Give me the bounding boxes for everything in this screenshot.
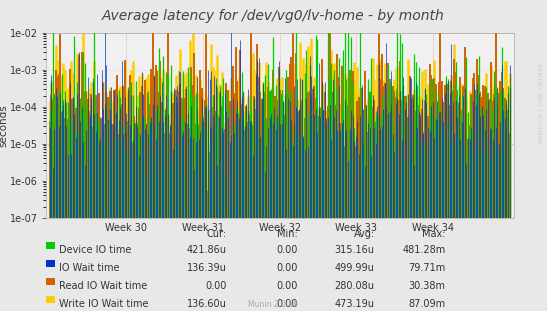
Text: 473.19u: 473.19u (335, 299, 375, 309)
Text: 421.86u: 421.86u (187, 245, 227, 255)
Text: Max:: Max: (422, 229, 446, 239)
Text: Write IO Wait time: Write IO Wait time (59, 299, 148, 309)
Text: Read IO Wait time: Read IO Wait time (59, 281, 147, 291)
Text: 136.39u: 136.39u (187, 263, 227, 273)
Text: RRDTOOL / TOBI OETIKER: RRDTOOL / TOBI OETIKER (538, 62, 543, 143)
Text: Avg:: Avg: (353, 229, 375, 239)
Text: 0.00: 0.00 (277, 263, 298, 273)
Text: 0.00: 0.00 (277, 281, 298, 291)
Text: IO Wait time: IO Wait time (59, 263, 119, 273)
Text: Device IO time: Device IO time (59, 245, 131, 255)
Text: Munin 2.0.56: Munin 2.0.56 (248, 300, 299, 309)
Text: Cur:: Cur: (207, 229, 227, 239)
Text: 0.00: 0.00 (277, 245, 298, 255)
Text: Average latency for /dev/vg0/lv-home - by month: Average latency for /dev/vg0/lv-home - b… (102, 9, 445, 23)
Text: 0.00: 0.00 (277, 299, 298, 309)
Y-axis label: seconds: seconds (0, 104, 8, 146)
Text: 136.60u: 136.60u (187, 299, 227, 309)
Text: 87.09m: 87.09m (409, 299, 446, 309)
Text: 499.99u: 499.99u (335, 263, 375, 273)
Text: Min:: Min: (277, 229, 298, 239)
Text: 315.16u: 315.16u (335, 245, 375, 255)
Text: 280.08u: 280.08u (335, 281, 375, 291)
Text: 30.38m: 30.38m (409, 281, 446, 291)
Text: 481.28m: 481.28m (403, 245, 446, 255)
Text: 79.71m: 79.71m (409, 263, 446, 273)
Text: 0.00: 0.00 (206, 281, 227, 291)
